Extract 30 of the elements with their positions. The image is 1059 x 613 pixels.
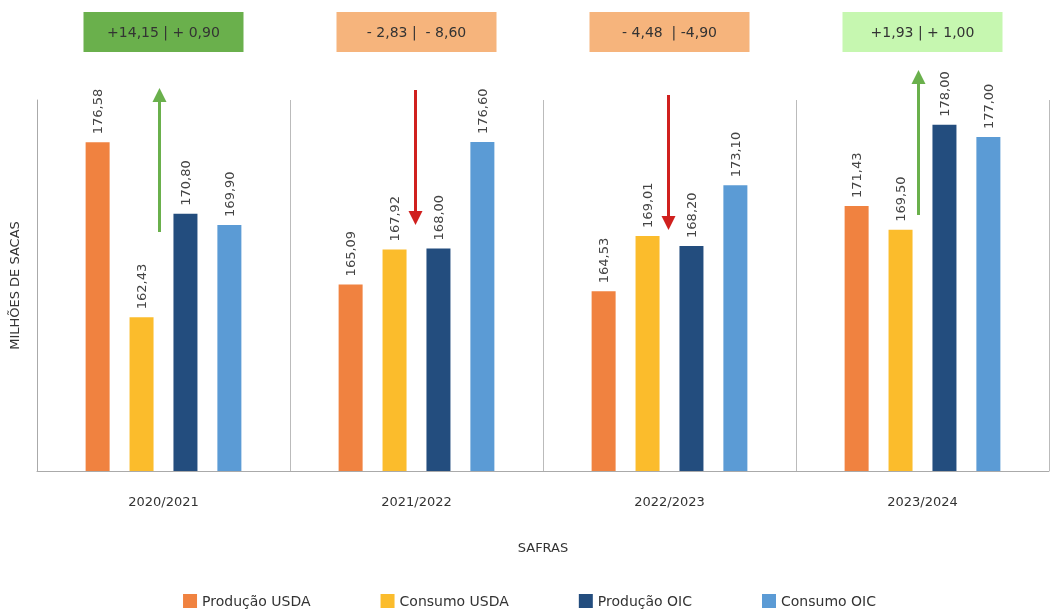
data-label: 168,00 (430, 194, 446, 241)
y-axis-title: MILHÕES DE SACAS (7, 221, 22, 350)
data-label: 162,43 (134, 263, 150, 310)
data-label: 168,20 (683, 192, 699, 238)
data-label: 171,43 (849, 152, 865, 198)
legend-label: Produção OIC (597, 593, 693, 609)
legend-label: Consumo OIC (781, 593, 877, 609)
x-tick-label: 2022/2023 (634, 494, 705, 509)
x-tick-label: 2021/2022 (381, 494, 452, 509)
data-label: 169,50 (893, 176, 909, 222)
data-label: 164,53 (596, 237, 612, 284)
x-tick-label: 2020/2021 (128, 494, 199, 509)
legend-label: Consumo USDA (399, 593, 510, 609)
data-label: 178,00 (936, 71, 952, 117)
text: - 2,83 | - 8,60 (366, 24, 467, 41)
x-tick-label: 2023/2024 (887, 494, 958, 509)
data-label: 173,10 (727, 131, 743, 178)
data-label: 176,60 (474, 88, 490, 135)
data-label: 165,09 (343, 230, 359, 277)
data-label: 167,92 (387, 195, 403, 242)
data-label: 169,01 (640, 182, 656, 228)
data-label: 177,00 (980, 83, 996, 130)
legend-label: Produção USDA (202, 593, 311, 609)
text: +1,93 | + 1,00 (870, 24, 975, 41)
data-label: 176,58 (90, 88, 106, 135)
x-axis-title: SAFRAS (517, 540, 569, 555)
data-label: 169,90 (221, 171, 237, 217)
text: - 4,48 | -4,90 (622, 24, 717, 41)
text: +14,15 | + 0,90 (107, 24, 220, 41)
data-label: 170,80 (177, 160, 193, 206)
